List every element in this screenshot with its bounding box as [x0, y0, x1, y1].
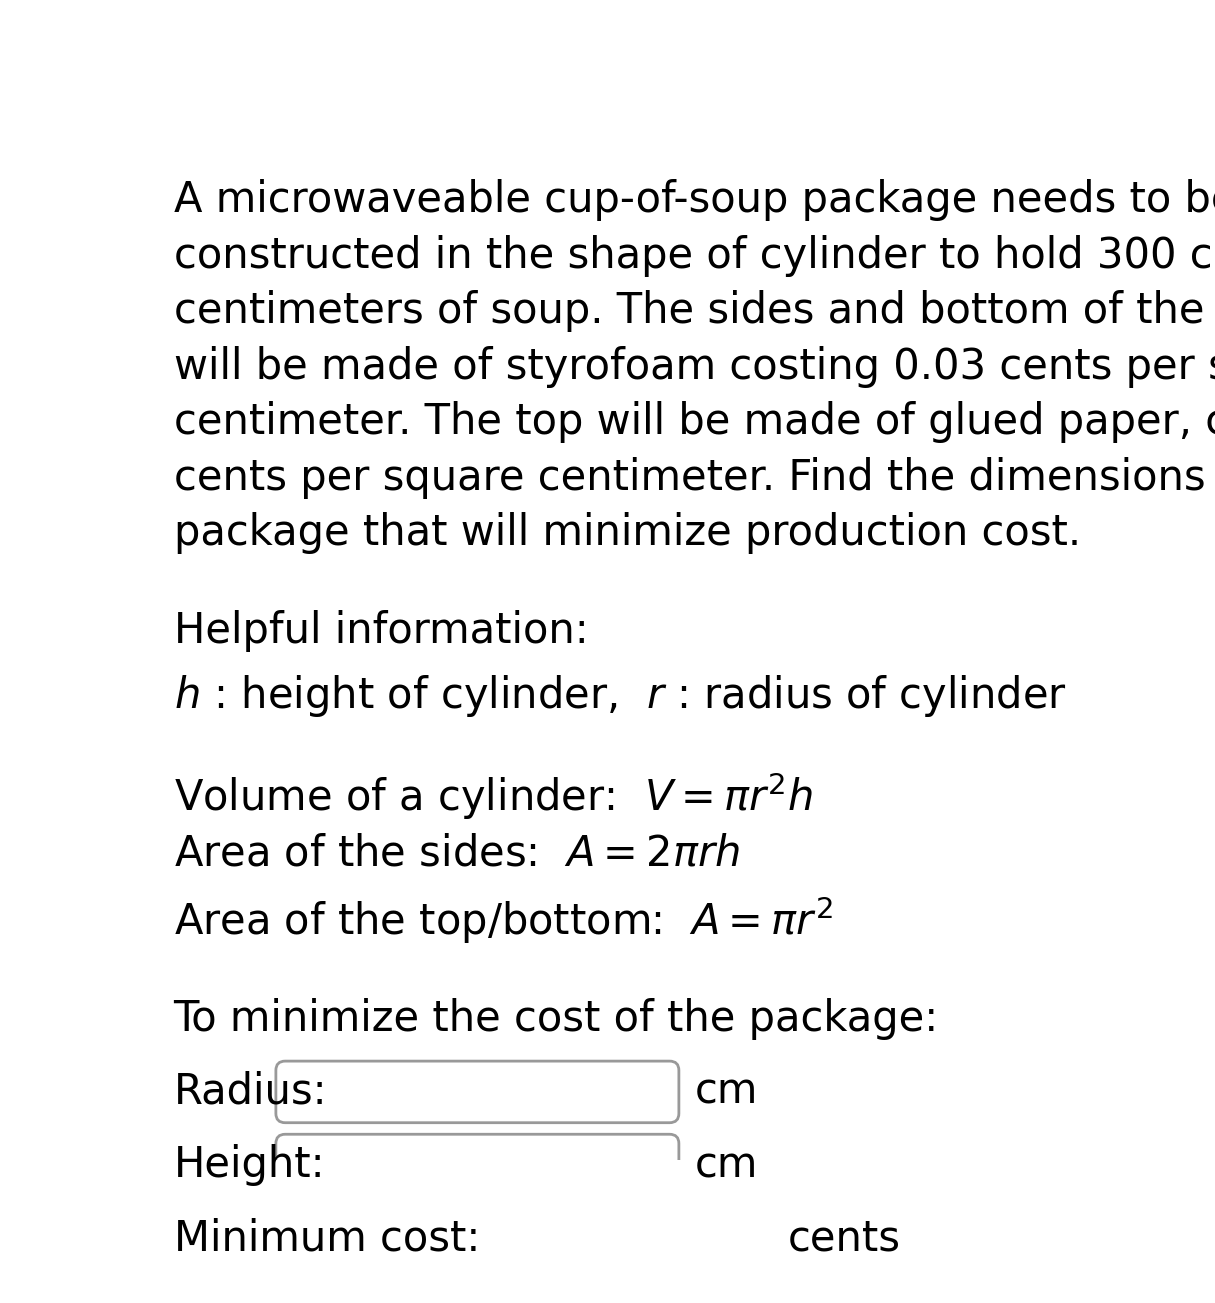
- Text: Area of the sides:  $A = 2\pi r h$: Area of the sides: $A = 2\pi r h$: [174, 833, 740, 874]
- Text: will be made of styrofoam costing 0.03 cents per square: will be made of styrofoam costing 0.03 c…: [174, 345, 1215, 388]
- Text: Helpful information:: Helpful information:: [174, 610, 588, 652]
- Text: constructed in the shape of cylinder to hold 300 cubic: constructed in the shape of cylinder to …: [174, 235, 1215, 278]
- Text: To minimize the cost of the package:: To minimize the cost of the package:: [174, 998, 939, 1040]
- Text: package that will minimize production cost.: package that will minimize production co…: [174, 512, 1080, 554]
- Text: cents: cents: [787, 1217, 900, 1259]
- FancyBboxPatch shape: [369, 1208, 772, 1269]
- Text: centimeter. The top will be made of glued paper, costing 0.07: centimeter. The top will be made of glue…: [174, 401, 1215, 443]
- Text: centimeters of soup. The sides and bottom of the container: centimeters of soup. The sides and botto…: [174, 291, 1215, 332]
- Text: A microwaveable cup-of-soup package needs to be: A microwaveable cup-of-soup package need…: [174, 180, 1215, 222]
- Text: Volume of a cylinder:  $V = \pi r^2 h$: Volume of a cylinder: $V = \pi r^2 h$: [174, 771, 813, 822]
- Text: cm: cm: [695, 1144, 758, 1186]
- Text: cents per square centimeter. Find the dimensions for the: cents per square centimeter. Find the di…: [174, 456, 1215, 499]
- Text: $h$ : height of cylinder,  $r$ : radius of cylinder: $h$ : height of cylinder, $r$ : radius o…: [174, 674, 1067, 719]
- Text: Area of the top/bottom:  $A = \pi r^2$: Area of the top/bottom: $A = \pi r^2$: [174, 894, 832, 946]
- Text: Minimum cost:: Minimum cost:: [174, 1217, 480, 1259]
- Text: Height:: Height:: [174, 1144, 326, 1186]
- Text: cm: cm: [695, 1071, 758, 1113]
- FancyBboxPatch shape: [276, 1061, 679, 1123]
- FancyBboxPatch shape: [276, 1134, 679, 1196]
- Text: Radius:: Radius:: [174, 1071, 327, 1113]
